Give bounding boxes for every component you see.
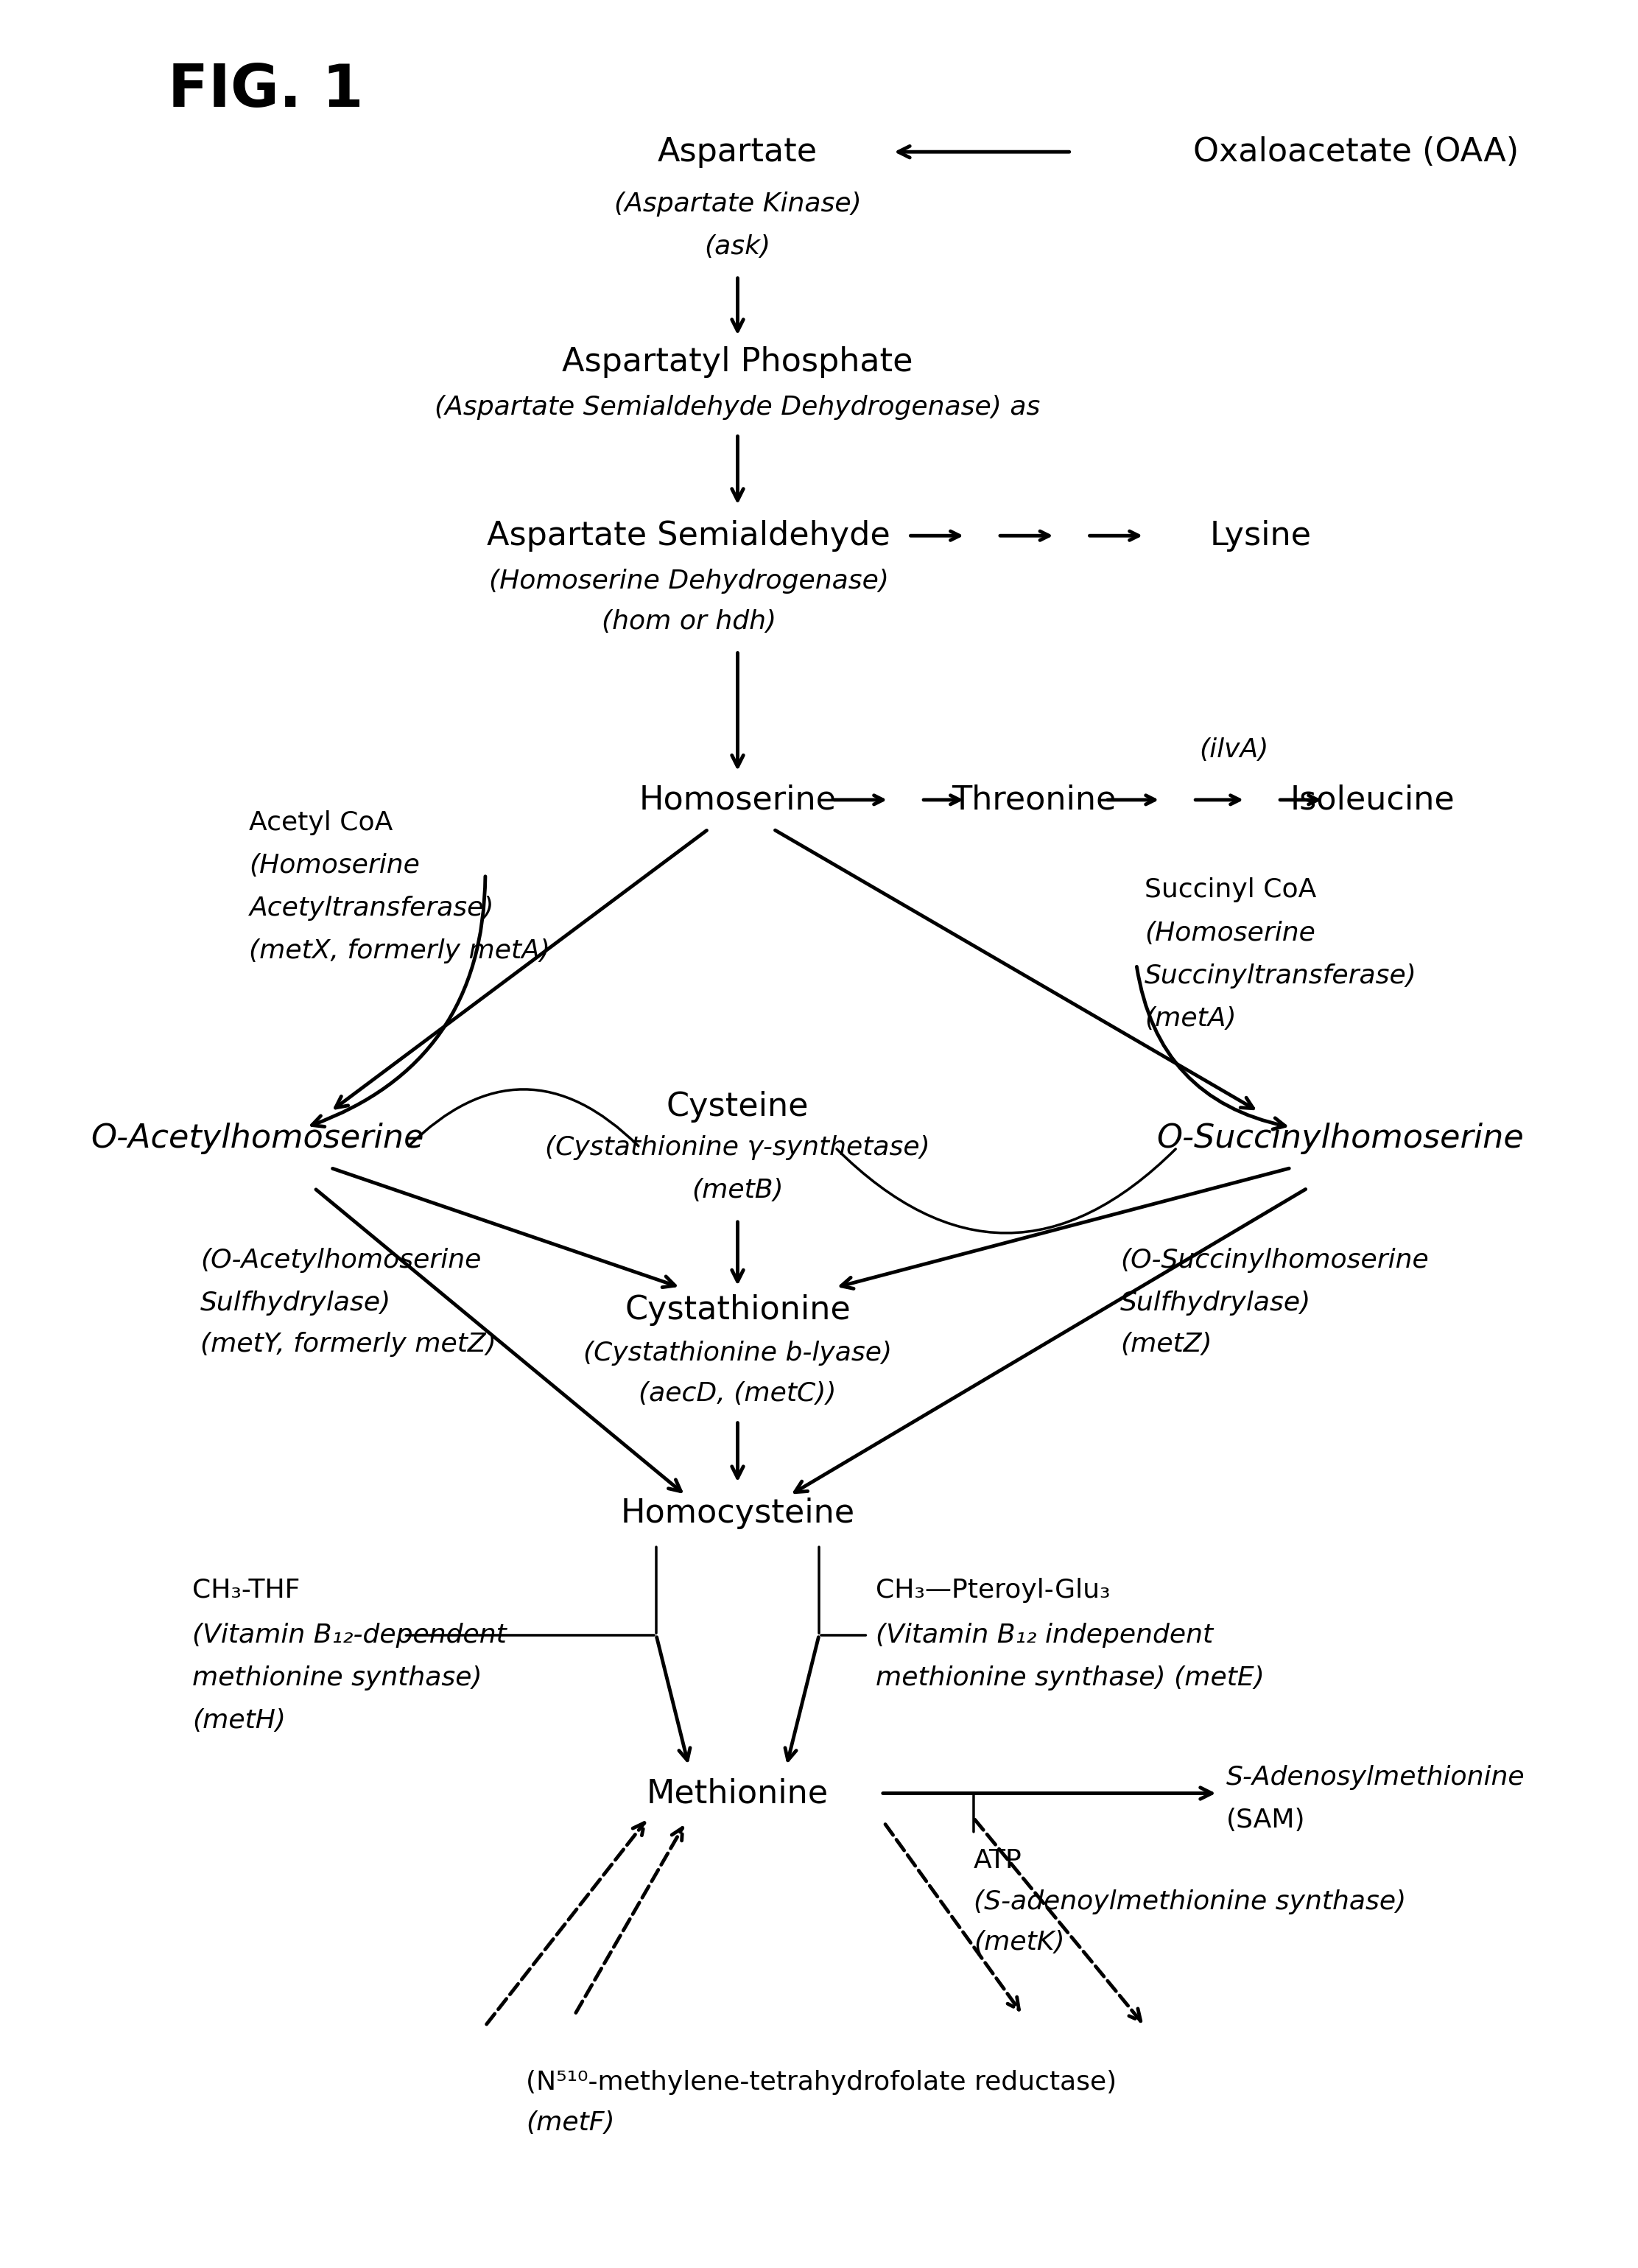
Text: Oxaloacetate (OAA): Oxaloacetate (OAA) <box>1194 136 1518 168</box>
Text: Acetyltransferase): Acetyltransferase) <box>249 896 495 921</box>
Text: CH₃—Pteroyl-Glu₃: CH₃—Pteroyl-Glu₃ <box>876 1579 1111 1603</box>
FancyArrowPatch shape <box>1137 966 1286 1129</box>
Text: Acetyl CoA: Acetyl CoA <box>249 810 393 835</box>
Text: Aspartatyl Phosphate: Aspartatyl Phosphate <box>562 347 912 379</box>
Text: O-Succinylhomoserine: O-Succinylhomoserine <box>1156 1123 1523 1154</box>
FancyArrowPatch shape <box>408 1089 639 1145</box>
Text: (metZ): (metZ) <box>1120 1331 1212 1356</box>
Text: Sulfhydrylase): Sulfhydrylase) <box>1120 1290 1310 1315</box>
Text: ATP: ATP <box>973 1848 1022 1873</box>
Text: (metH): (metH) <box>192 1708 287 1733</box>
Text: (O-Acetylhomoserine: (O-Acetylhomoserine <box>200 1247 482 1272</box>
Text: (O-Succinylhomoserine: (O-Succinylhomoserine <box>1120 1247 1428 1272</box>
Text: (hom or hdh): (hom or hdh) <box>601 610 776 635</box>
Text: (ask): (ask) <box>704 234 771 259</box>
Text: (metA): (metA) <box>1145 1007 1237 1032</box>
Text: (Vitamin B₁₂ independent: (Vitamin B₁₂ independent <box>876 1622 1214 1649</box>
Text: (N⁵¹⁰-methylene-tetrahydrofolate reductase): (N⁵¹⁰-methylene-tetrahydrofolate reducta… <box>526 2071 1117 2096</box>
Text: O-Acetylhomoserine: O-Acetylhomoserine <box>90 1123 424 1154</box>
FancyArrowPatch shape <box>837 1150 1176 1234</box>
Text: (metY, formerly metZ): (metY, formerly metZ) <box>200 1331 496 1356</box>
Text: (metX, formerly metA): (metX, formerly metA) <box>249 939 550 964</box>
Text: Sulfhydrylase): Sulfhydrylase) <box>200 1290 391 1315</box>
Text: (Vitamin B₁₂-dependent: (Vitamin B₁₂-dependent <box>192 1622 506 1649</box>
Text: (ilvA): (ilvA) <box>1199 737 1269 762</box>
Text: Homocysteine: Homocysteine <box>621 1497 855 1529</box>
FancyArrowPatch shape <box>311 875 485 1127</box>
Text: methionine synthase): methionine synthase) <box>192 1665 482 1690</box>
Text: (Homoserine: (Homoserine <box>1145 921 1315 946</box>
Text: (Homoserine: (Homoserine <box>249 853 419 878</box>
Text: (Homoserine Dehydrogenase): (Homoserine Dehydrogenase) <box>488 569 889 594</box>
Text: (Aspartate Semialdehyde Dehydrogenase) as: (Aspartate Semialdehyde Dehydrogenase) a… <box>434 395 1040 420</box>
Text: Cystathionine: Cystathionine <box>624 1295 850 1327</box>
Text: Aspartate: Aspartate <box>657 136 817 168</box>
Text: Threonine: Threonine <box>952 785 1115 816</box>
Text: (metF): (metF) <box>526 2112 614 2136</box>
Text: Isoleucine: Isoleucine <box>1291 785 1455 816</box>
Text: Aspartate Semialdehyde: Aspartate Semialdehyde <box>486 519 891 551</box>
Text: CH₃-THF: CH₃-THF <box>192 1579 300 1603</box>
Text: Homoserine: Homoserine <box>639 785 837 816</box>
Text: (metK): (metK) <box>973 1930 1065 1955</box>
Text: (Cystathionine b-lyase): (Cystathionine b-lyase) <box>583 1340 893 1365</box>
Text: S-Adenosylmethionine: S-Adenosylmethionine <box>1225 1765 1525 1789</box>
Text: (aecD, (metC)): (aecD, (metC)) <box>639 1381 837 1406</box>
Text: (S-adenoylmethionine synthase): (S-adenoylmethionine synthase) <box>973 1889 1405 1914</box>
Text: (SAM): (SAM) <box>1225 1808 1305 1833</box>
Text: (Cystathionine γ-synthetase): (Cystathionine γ-synthetase) <box>545 1134 930 1159</box>
Text: FIG. 1: FIG. 1 <box>167 61 364 118</box>
Text: (Aspartate Kinase): (Aspartate Kinase) <box>614 191 862 215</box>
Text: Methionine: Methionine <box>647 1778 829 1810</box>
Text: Cysteine: Cysteine <box>667 1091 809 1123</box>
Text: Succinyl CoA: Succinyl CoA <box>1145 878 1317 903</box>
Text: methionine synthase) (metE): methionine synthase) (metE) <box>876 1665 1265 1690</box>
Text: (metB): (metB) <box>691 1177 783 1202</box>
Text: Lysine: Lysine <box>1210 519 1312 551</box>
Text: Succinyltransferase): Succinyltransferase) <box>1145 964 1417 989</box>
